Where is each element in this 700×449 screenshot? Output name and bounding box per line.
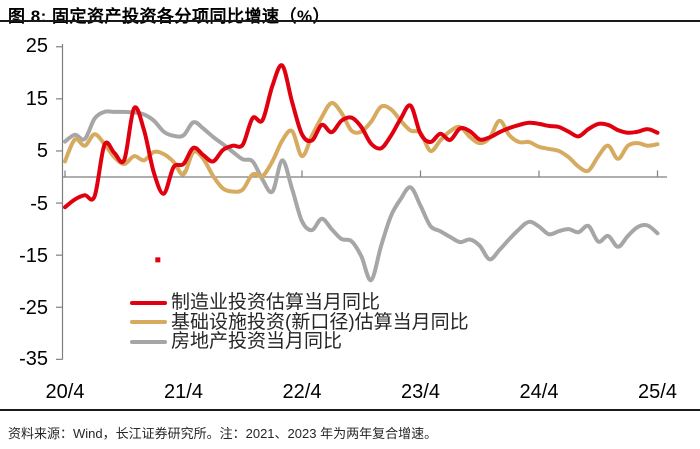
legend-label: 房地产投资当月同比	[171, 331, 343, 353]
chart-legend: 制造业投资估算当月同比 基础设施投资(新口径)估算当月同比 房地产投资当月同比	[130, 293, 469, 352]
y-tick-label: -35	[19, 347, 48, 370]
title-underline	[0, 20, 700, 22]
bottom-rule	[0, 409, 700, 411]
infrastructure-line-swatch	[130, 320, 167, 325]
x-tick-label: 22/4	[282, 381, 322, 403]
infrastructure-series-line	[63, 100, 660, 194]
legend-item-infrastructure: 基础设施投资(新口径)估算当月同比	[130, 313, 469, 333]
manufacturing-series-line	[63, 63, 660, 210]
x-tick-label: 20/4	[45, 381, 85, 403]
realestate-series-line	[63, 109, 660, 283]
legend-label: 制造业投资估算当月同比	[171, 292, 381, 314]
chart-canvas	[56, 44, 667, 360]
y-tick-label: -25	[19, 296, 48, 319]
x-tick-label: 25/4	[638, 381, 677, 403]
legend-label: 基础设施投资(新口径)估算当月同比	[171, 311, 469, 333]
realestate-line-swatch	[130, 339, 167, 344]
legend-item-realestate: 房地产投资当月同比	[130, 332, 469, 352]
x-tick-label: 23/4	[401, 381, 440, 403]
y-tick-label: -5	[30, 192, 48, 215]
manufacturing-line-swatch	[130, 300, 167, 305]
legend-item-manufacturing: 制造业投资估算当月同比	[130, 293, 469, 313]
stray-red-dot	[155, 257, 161, 263]
y-tick-label: 15	[25, 87, 48, 110]
y-tick-label: -15	[19, 244, 48, 267]
x-tick-label: 24/4	[519, 381, 559, 403]
y-tick-label: 5	[36, 140, 48, 162]
source-note: 资料来源：Wind，长江证券研究所。注：2021、2023 年为两年复合增速。	[8, 426, 438, 441]
y-tick-label: 25	[25, 35, 48, 57]
x-tick-label: 21/4	[164, 381, 203, 403]
